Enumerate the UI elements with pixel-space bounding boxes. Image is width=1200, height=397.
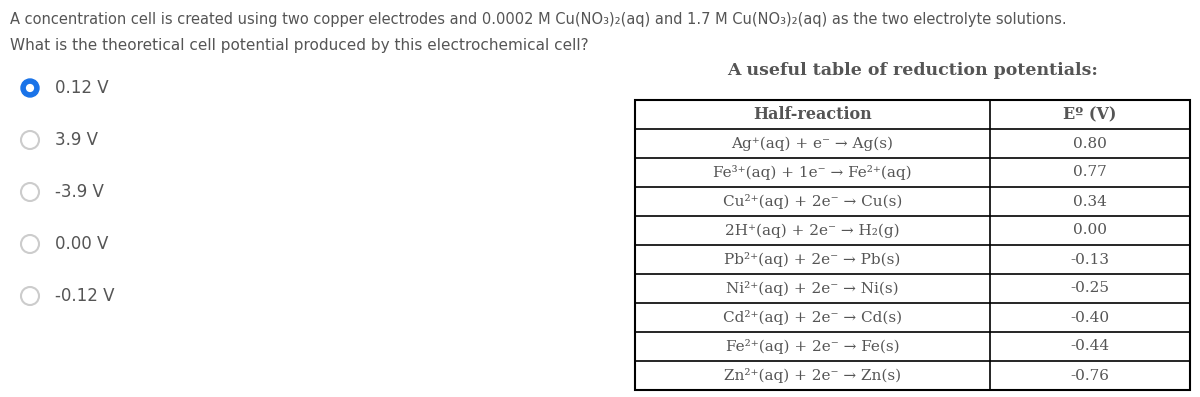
Text: A concentration cell is created using two copper electrodes and 0.0002 M Cu(NO₃): A concentration cell is created using tw… <box>10 12 1067 27</box>
Text: Cu²⁺(aq) + 2e⁻ → Cu(s): Cu²⁺(aq) + 2e⁻ → Cu(s) <box>722 194 902 209</box>
Circle shape <box>22 131 38 149</box>
Text: 0.00 V: 0.00 V <box>55 235 108 253</box>
Text: -0.12 V: -0.12 V <box>55 287 114 305</box>
Text: 0.00: 0.00 <box>1073 224 1108 237</box>
Text: Ni²⁺(aq) + 2e⁻ → Ni(s): Ni²⁺(aq) + 2e⁻ → Ni(s) <box>726 281 899 296</box>
Text: What is the theoretical cell potential produced by this electrochemical cell?: What is the theoretical cell potential p… <box>10 38 589 53</box>
Text: -0.25: -0.25 <box>1070 281 1110 295</box>
Text: Ag⁺(aq) + e⁻ → Ag(s): Ag⁺(aq) + e⁻ → Ag(s) <box>732 136 894 151</box>
Circle shape <box>22 287 38 305</box>
Text: Fe³⁺(aq) + 1e⁻ → Fe²⁺(aq): Fe³⁺(aq) + 1e⁻ → Fe²⁺(aq) <box>713 165 912 180</box>
Text: 0.77: 0.77 <box>1073 166 1106 179</box>
Text: Fe²⁺(aq) + 2e⁻ → Fe(s): Fe²⁺(aq) + 2e⁻ → Fe(s) <box>726 339 899 354</box>
Text: -0.40: -0.40 <box>1070 310 1110 324</box>
Text: Zn²⁺(aq) + 2e⁻ → Zn(s): Zn²⁺(aq) + 2e⁻ → Zn(s) <box>724 368 901 383</box>
Text: 3.9 V: 3.9 V <box>55 131 98 149</box>
Circle shape <box>22 183 38 201</box>
Text: -0.44: -0.44 <box>1070 339 1110 353</box>
Text: 0.12 V: 0.12 V <box>55 79 109 97</box>
Text: Cd²⁺(aq) + 2e⁻ → Cd(s): Cd²⁺(aq) + 2e⁻ → Cd(s) <box>722 310 902 325</box>
Text: -3.9 V: -3.9 V <box>55 183 104 201</box>
Text: 0.80: 0.80 <box>1073 137 1106 150</box>
Text: Half-reaction: Half-reaction <box>754 106 872 123</box>
Text: Eº (V): Eº (V) <box>1063 106 1117 123</box>
Bar <box>635 100 1190 390</box>
Text: Pb²⁺(aq) + 2e⁻ → Pb(s): Pb²⁺(aq) + 2e⁻ → Pb(s) <box>725 252 901 267</box>
Circle shape <box>22 79 38 97</box>
Circle shape <box>26 85 34 91</box>
Text: 2H⁺(aq) + 2e⁻ → H₂(g): 2H⁺(aq) + 2e⁻ → H₂(g) <box>725 223 900 238</box>
Text: -0.13: -0.13 <box>1070 252 1110 266</box>
Text: A useful table of reduction potentials:: A useful table of reduction potentials: <box>727 62 1098 79</box>
Circle shape <box>22 235 38 253</box>
Text: 0.34: 0.34 <box>1073 195 1106 208</box>
Text: -0.76: -0.76 <box>1070 368 1110 382</box>
